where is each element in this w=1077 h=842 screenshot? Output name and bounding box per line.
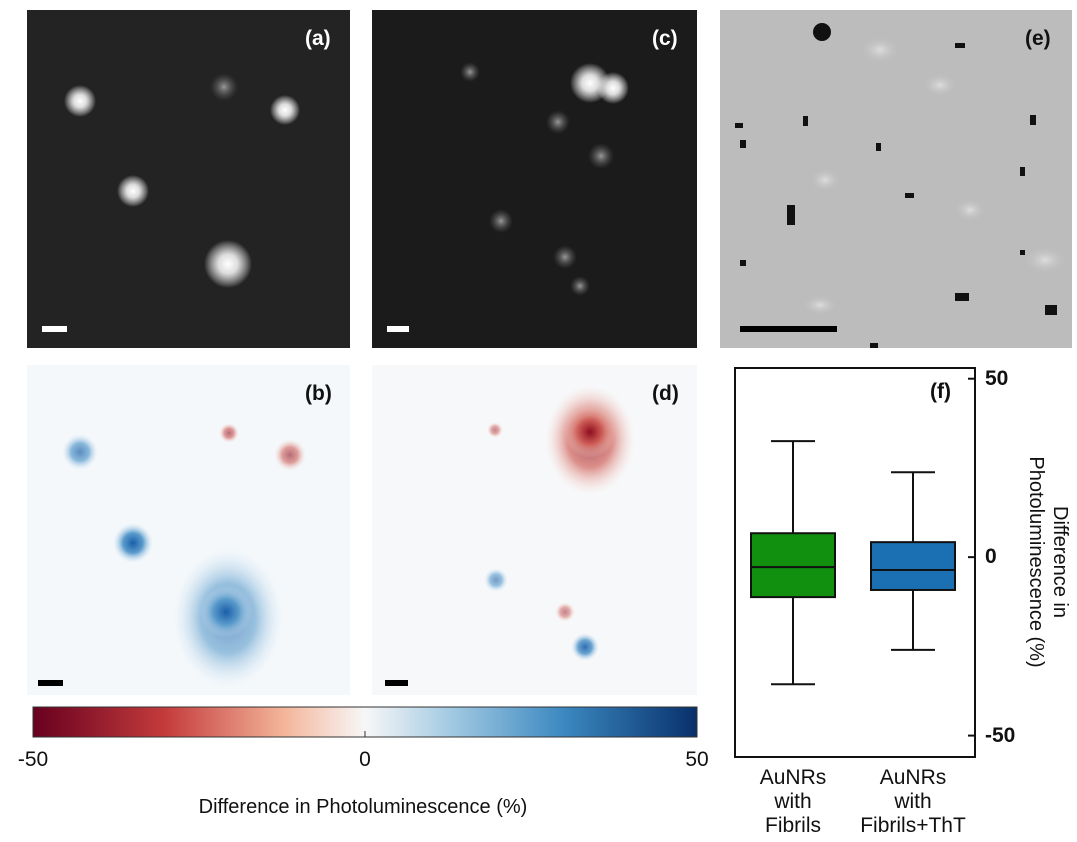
x-tick-label: AuNRs with Fibrils+ThT [860,766,966,838]
panel-label: (f) [930,380,951,404]
figure: (a) (b) (c) (d) (e) (f) Difference in Ph… [0,0,1077,842]
colorbar-tick-label: 50 [685,748,708,772]
scale-bar [387,326,409,332]
y-tick-label: 0 [985,545,997,569]
colorbar-tick-label: 0 [359,748,371,772]
box [871,542,955,590]
y-axis-label: Difference in Photoluminescence (%) [1024,442,1072,682]
y-tick-label: 50 [985,367,1008,391]
figure-graphics [0,0,1077,842]
micrograph [372,10,697,348]
panel-label: (a) [305,27,331,51]
micrograph [27,10,350,348]
panel-label: (e) [1025,27,1051,51]
box [751,533,835,597]
panel-label: (d) [652,382,679,406]
panel-label: (b) [305,382,332,406]
scale-bar [740,326,837,332]
scale-bar [42,326,67,332]
difference-map [372,365,697,695]
colorbar-tick-label: -50 [18,748,48,772]
y-tick-label: -50 [985,724,1015,748]
micrograph [720,10,1072,348]
panel-label: (c) [652,27,678,51]
x-tick-label: AuNRs with Fibrils [760,766,827,838]
colorbar-label: Difference in Photoluminescence (%) [199,796,528,819]
scale-bar [385,680,408,686]
scale-bar [38,680,63,686]
